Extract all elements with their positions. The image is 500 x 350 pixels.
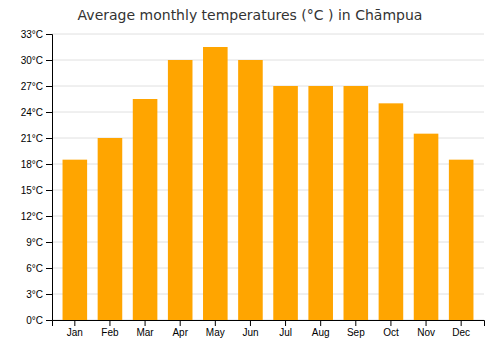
x-axis-line <box>53 321 485 327</box>
bar <box>168 60 193 320</box>
grid-line <box>52 86 484 87</box>
bar <box>63 160 88 320</box>
x-tick-mark <box>320 320 321 326</box>
bars <box>63 47 474 320</box>
x-tick-mark <box>390 320 391 326</box>
y-tick: 9°C <box>26 237 52 248</box>
y-tick-mark <box>46 34 52 35</box>
x-tick-mark <box>285 320 286 326</box>
x-tick-label: May <box>206 327 225 338</box>
y-tick-label: 12°C <box>21 211 43 222</box>
bar <box>273 86 298 320</box>
bar <box>308 86 333 320</box>
x-tick: Mar <box>136 320 154 338</box>
y-tick-mark <box>46 86 52 87</box>
bar <box>414 134 439 320</box>
y-tick-label: 15°C <box>21 185 43 196</box>
x-tick: Aug <box>312 320 330 338</box>
x-tick-label: Apr <box>172 327 188 338</box>
grid <box>52 34 484 320</box>
grid-line <box>52 112 484 113</box>
x-tick-mark <box>250 320 251 326</box>
bar <box>133 99 158 320</box>
x-tick: Dec <box>452 320 470 338</box>
y-tick-label: 33°C <box>21 29 43 40</box>
x-tick: Jul <box>279 320 292 338</box>
y-tick: 24°C <box>21 107 52 118</box>
y-tick-label: 3°C <box>26 289 43 300</box>
x-tick-label: Nov <box>417 327 435 338</box>
plot: 0°C 3°C 6°C 9°C 12°C 15°C 18°C 21°C 24°C 27°C 30°C… <box>21 29 485 338</box>
y-tick-mark <box>46 320 52 321</box>
x-tick-mark <box>145 320 146 326</box>
y-tick: 15°C <box>21 185 52 196</box>
grid-line <box>52 60 484 61</box>
y-tick-label: 24°C <box>21 107 43 118</box>
y-tick-mark <box>46 216 52 217</box>
y-tick-mark <box>46 294 52 295</box>
y-tick-label: 30°C <box>21 55 43 66</box>
bar <box>238 60 263 320</box>
x-tick: Feb <box>101 320 119 338</box>
x-tick-label: Jul <box>279 327 292 338</box>
y-tick-label: 27°C <box>21 81 43 92</box>
x-tick-label: Jan <box>67 327 83 338</box>
x-tick: Jan <box>67 320 83 338</box>
x-tick-mark <box>180 320 181 326</box>
bar <box>98 138 123 320</box>
y-tick: 6°C <box>26 263 52 274</box>
x-tick-label: Jun <box>242 327 258 338</box>
y-tick: 0°C <box>26 315 52 326</box>
bar <box>203 47 228 320</box>
x-tick-label: Feb <box>101 327 119 338</box>
x-tick-mark <box>74 320 75 326</box>
y-tick-mark <box>46 268 52 269</box>
x-tick-label: Dec <box>452 327 470 338</box>
y-tick-label: 9°C <box>26 237 43 248</box>
y-tick-label: 0°C <box>26 315 43 326</box>
y-tick-mark <box>46 138 52 139</box>
x-tick-mark <box>215 320 216 326</box>
x-tick-label: Mar <box>136 327 154 338</box>
x-tick-mark <box>109 320 110 326</box>
grid-line <box>52 34 484 35</box>
x-tick-label: Sep <box>347 327 365 338</box>
y-tick-mark <box>46 112 52 113</box>
y-tick: 18°C <box>21 159 52 170</box>
y-tick: 30°C <box>21 55 52 66</box>
y-tick: 21°C <box>21 133 52 144</box>
x-tick: Nov <box>417 320 435 338</box>
x-tick: Oct <box>383 320 399 338</box>
y-axis-line <box>46 35 53 321</box>
y-tick: 27°C <box>21 81 52 92</box>
x-tick: Sep <box>347 320 365 338</box>
y-tick-mark <box>46 242 52 243</box>
y-tick-label: 18°C <box>21 159 43 170</box>
y-tick: 33°C <box>21 29 52 40</box>
y-tick: 3°C <box>26 289 52 300</box>
x-tick: Jun <box>242 320 258 338</box>
y-tick-mark <box>46 164 52 165</box>
x-tick-label: Aug <box>312 327 330 338</box>
y-tick-label: 6°C <box>26 263 43 274</box>
x-tick-mark <box>355 320 356 326</box>
bar <box>379 103 404 320</box>
x-tick: Apr <box>172 320 188 338</box>
y-axis: 0°C 3°C 6°C 9°C 12°C 15°C 18°C 21°C 24°C 27°C 30°C… <box>21 29 53 326</box>
title: Average monthly temperatures (°C ) in Ch… <box>78 7 423 23</box>
y-tick-mark <box>46 60 52 61</box>
x-tick-mark <box>426 320 427 326</box>
x-tick-label: Oct <box>383 327 399 338</box>
y-tick-mark <box>46 190 52 191</box>
y-tick-label: 21°C <box>21 133 43 144</box>
x-tick: May <box>206 320 225 338</box>
x-tick-mark <box>461 320 462 326</box>
bar <box>449 160 474 320</box>
y-tick: 12°C <box>21 211 52 222</box>
bar <box>344 86 369 320</box>
x-axis: Jan Feb Mar Apr May Jun Jul Aug Sep Oct Nov Dec <box>53 320 485 338</box>
chart: 0°C 3°C 6°C 9°C 12°C 15°C 18°C 21°C 24°C 27°C 30°C… <box>0 0 500 350</box>
